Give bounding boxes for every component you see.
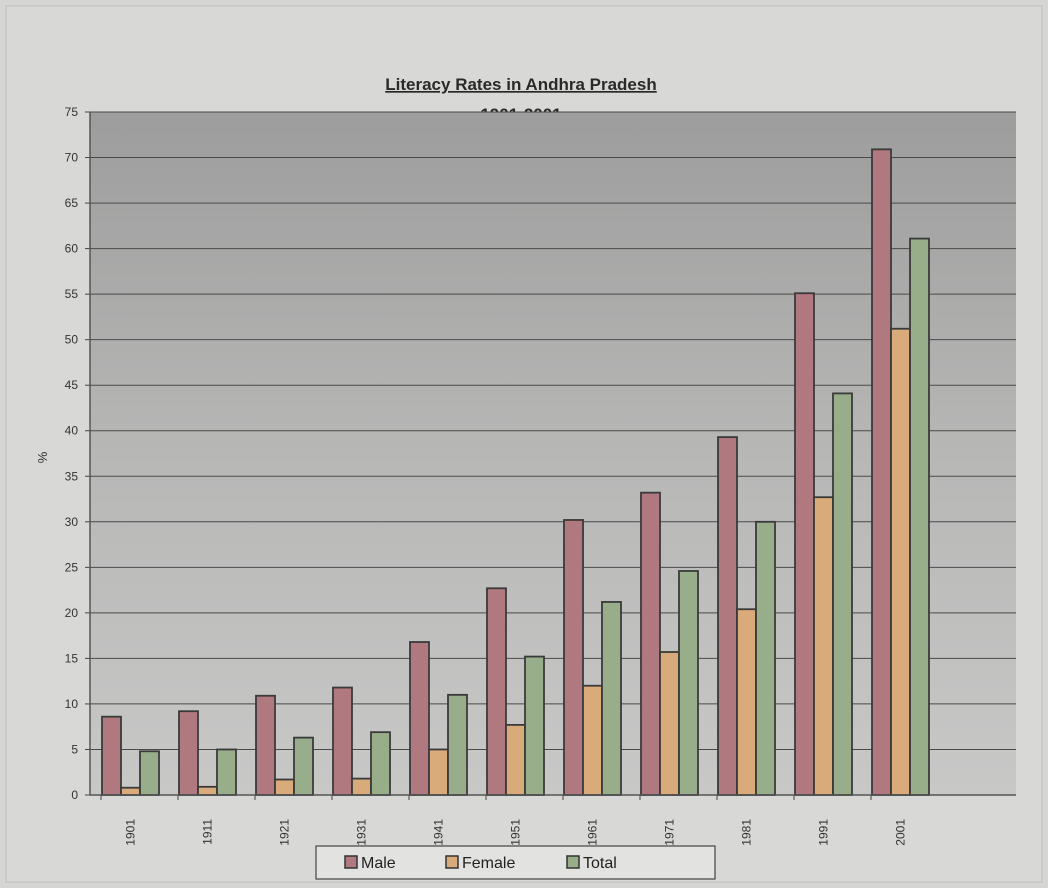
x-tick-label: 1981 bbox=[740, 819, 754, 846]
legend-swatch-total bbox=[566, 855, 580, 869]
y-tick-label: 65 bbox=[65, 196, 79, 210]
legend: Male Female Total bbox=[315, 845, 716, 880]
plot-area bbox=[90, 112, 1016, 795]
bar-male-1961 bbox=[563, 519, 584, 796]
y-tick-label: 55 bbox=[65, 287, 79, 301]
chart-title: Literacy Rates in Andhra Pradesh bbox=[385, 75, 656, 94]
y-tick-label: 35 bbox=[65, 469, 79, 483]
bar-total-1961 bbox=[601, 601, 622, 796]
bar-male-2001 bbox=[871, 148, 892, 796]
bar-male-1901 bbox=[101, 715, 122, 796]
y-tick-label: 10 bbox=[65, 697, 79, 711]
x-tick-label: 1941 bbox=[432, 819, 446, 846]
legend-label-male: Male bbox=[361, 855, 396, 872]
bar-female-1931 bbox=[351, 777, 372, 796]
x-tick-label: 1901 bbox=[124, 819, 138, 846]
bar-male-1991 bbox=[794, 292, 815, 796]
bar-total-1991 bbox=[832, 392, 853, 796]
bar-female-1981 bbox=[736, 608, 757, 796]
legend-label-total: Total bbox=[583, 855, 617, 872]
bar-female-1971 bbox=[659, 651, 680, 796]
y-tick-label: 5 bbox=[71, 742, 78, 756]
bar-total-1901 bbox=[139, 750, 160, 796]
x-tick-label: 1931 bbox=[355, 819, 369, 846]
bar-total-1941 bbox=[447, 693, 468, 796]
legend-box bbox=[315, 845, 716, 880]
bar-total-1951 bbox=[524, 655, 545, 796]
y-tick-label: 40 bbox=[65, 424, 79, 438]
bar-total-2001 bbox=[909, 237, 930, 796]
y-tick-label: 25 bbox=[65, 560, 79, 574]
bar-total-1911 bbox=[216, 748, 237, 796]
y-tick-label: 60 bbox=[65, 242, 79, 256]
y-tick-label: 70 bbox=[65, 151, 79, 165]
bar-male-1941 bbox=[409, 641, 430, 796]
bar-male-1951 bbox=[486, 587, 507, 796]
y-tick-label: 45 bbox=[65, 378, 79, 392]
bar-total-1971 bbox=[678, 570, 699, 796]
x-tick-label: 1921 bbox=[278, 819, 292, 846]
bar-female-1961 bbox=[582, 684, 603, 796]
x-tick-label: 1951 bbox=[509, 819, 523, 846]
y-tick-label: 0 bbox=[71, 788, 78, 802]
y-tick-label: 50 bbox=[65, 333, 79, 347]
bar-total-1981 bbox=[755, 520, 776, 796]
bar-female-1921 bbox=[274, 778, 295, 796]
bar-total-1931 bbox=[370, 731, 391, 796]
legend-items: Male Female Total bbox=[344, 855, 617, 872]
y-tick-label: 75 bbox=[65, 105, 79, 119]
bar-male-1911 bbox=[178, 710, 199, 796]
legend-swatch-male bbox=[344, 855, 358, 869]
bars bbox=[101, 148, 930, 796]
bar-total-1921 bbox=[293, 736, 314, 796]
x-tick-label: 1971 bbox=[663, 819, 677, 846]
legend-label-female: Female bbox=[462, 855, 515, 872]
y-tick-label: 30 bbox=[65, 515, 79, 529]
bar-male-1921 bbox=[255, 694, 276, 796]
bar-male-1931 bbox=[332, 686, 353, 796]
x-tick-label: 1911 bbox=[201, 819, 215, 845]
bar-female-1951 bbox=[505, 723, 526, 796]
legend-swatch-female bbox=[445, 855, 459, 869]
bar-female-2001 bbox=[890, 327, 911, 796]
y-tick-label: 15 bbox=[65, 651, 79, 665]
bar-male-1981 bbox=[717, 436, 738, 796]
x-tick-label: 2001 bbox=[894, 819, 908, 846]
y-tick-label: 20 bbox=[65, 606, 79, 620]
bar-female-1941 bbox=[428, 748, 449, 796]
bar-female-1911 bbox=[197, 785, 218, 796]
x-axis-ticks: 1901 1911 1921 1931 1941 1951 1961 1971 1981 1991… bbox=[100, 795, 908, 846]
bar-female-1991 bbox=[813, 496, 834, 796]
y-axis-label: % bbox=[35, 451, 50, 463]
gridlines bbox=[90, 111, 1016, 750]
x-tick-label: 1961 bbox=[586, 819, 600, 846]
x-tick-label: 1991 bbox=[817, 819, 831, 846]
bar-female-1901 bbox=[120, 786, 141, 796]
bar-male-1971 bbox=[640, 491, 661, 796]
y-axis-ticks: 0 5 10 15 20 25 30 35 40 45 50 55 60 65 70 75 bbox=[65, 105, 90, 802]
